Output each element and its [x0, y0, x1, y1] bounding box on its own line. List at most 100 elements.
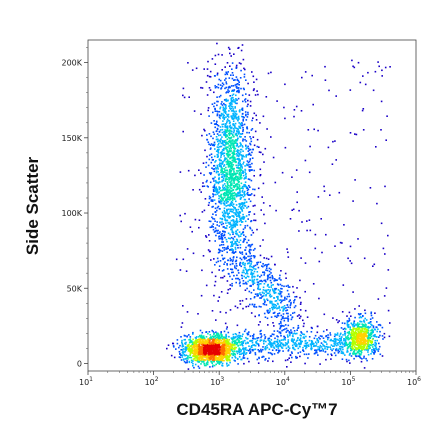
- data-point: [224, 322, 227, 325]
- data-point: [370, 333, 373, 336]
- data-point: [198, 347, 200, 349]
- data-point: [211, 354, 213, 357]
- data-point: [235, 204, 238, 206]
- data-point: [244, 227, 246, 229]
- data-point: [281, 284, 283, 287]
- data-point: [197, 348, 199, 351]
- data-point: [222, 197, 224, 199]
- data-point: [197, 351, 200, 354]
- data-point: [220, 165, 223, 168]
- data-point: [232, 352, 235, 354]
- data-point: [248, 160, 251, 163]
- data-point: [279, 291, 282, 293]
- data-point: [241, 109, 244, 111]
- data-point: [279, 327, 281, 330]
- data-point: [272, 344, 274, 347]
- data-point: [225, 116, 227, 118]
- data-point: [347, 338, 350, 341]
- data-point: [248, 331, 250, 333]
- data-point: [234, 225, 237, 228]
- data-point: [257, 261, 259, 264]
- data-point: [210, 358, 212, 361]
- data-point: [235, 232, 237, 235]
- data-point: [244, 220, 247, 223]
- data-point: [221, 149, 224, 151]
- data-point: [352, 339, 355, 342]
- data-point: [199, 359, 201, 361]
- data-point: [250, 261, 253, 263]
- data-point: [215, 160, 217, 162]
- data-point: [234, 177, 236, 179]
- data-point: [346, 320, 349, 322]
- data-point: [231, 195, 234, 197]
- data-point: [344, 341, 347, 343]
- data-point: [235, 333, 238, 336]
- data-point: [204, 344, 206, 347]
- data-point: [335, 334, 337, 336]
- data-point: [239, 252, 242, 254]
- data-point: [381, 326, 384, 329]
- data-point: [199, 348, 201, 351]
- data-point: [234, 193, 237, 195]
- data-point: [222, 352, 224, 355]
- data-point: [240, 221, 243, 223]
- data-point: [213, 354, 215, 357]
- data-point: [224, 142, 227, 144]
- data-point: [257, 349, 259, 351]
- data-point: [352, 335, 355, 337]
- data-point: [365, 319, 368, 321]
- data-point: [355, 355, 357, 357]
- data-point: [235, 76, 238, 78]
- data-point: [236, 87, 238, 89]
- data-point: [200, 191, 202, 193]
- data-point: [224, 124, 226, 127]
- data-point: [216, 350, 218, 352]
- data-point: [366, 347, 369, 350]
- data-point: [238, 195, 240, 197]
- data-point: [238, 90, 240, 93]
- data-point: [237, 234, 240, 237]
- data-point: [238, 110, 241, 112]
- data-point: [208, 197, 211, 200]
- data-point: [269, 343, 271, 346]
- data-point: [210, 153, 213, 155]
- data-point: [243, 184, 245, 186]
- data-point: [211, 58, 214, 60]
- data-point: [260, 336, 262, 339]
- data-point: [235, 117, 237, 119]
- data-point: [278, 344, 281, 347]
- data-point: [253, 296, 256, 299]
- data-point: [217, 155, 219, 158]
- data-point: [367, 334, 370, 336]
- data-point: [231, 176, 234, 178]
- data-point: [221, 334, 223, 337]
- data-point: [236, 185, 238, 188]
- data-point: [348, 342, 351, 345]
- data-point: [248, 268, 251, 271]
- data-point: [216, 334, 219, 337]
- data-point: [340, 327, 343, 329]
- data-point: [287, 320, 289, 322]
- data-point: [195, 337, 197, 340]
- data-point: [205, 236, 208, 238]
- data-point: [214, 343, 217, 346]
- data-point: [253, 268, 255, 270]
- data-point: [221, 346, 224, 349]
- data-point: [246, 187, 249, 189]
- data-point: [240, 219, 242, 222]
- data-point: [244, 99, 246, 101]
- data-point: [251, 269, 253, 271]
- data-point: [245, 281, 247, 284]
- data-point: [201, 87, 204, 89]
- data-point: [242, 161, 245, 164]
- data-point: [191, 346, 194, 348]
- data-point: [379, 323, 381, 326]
- data-point: [248, 198, 250, 200]
- data-point: [245, 268, 247, 271]
- data-point: [231, 341, 234, 343]
- data-point: [225, 205, 227, 207]
- data-point: [204, 359, 206, 361]
- data-point: [254, 268, 257, 270]
- data-point: [298, 317, 301, 319]
- data-point: [266, 269, 269, 272]
